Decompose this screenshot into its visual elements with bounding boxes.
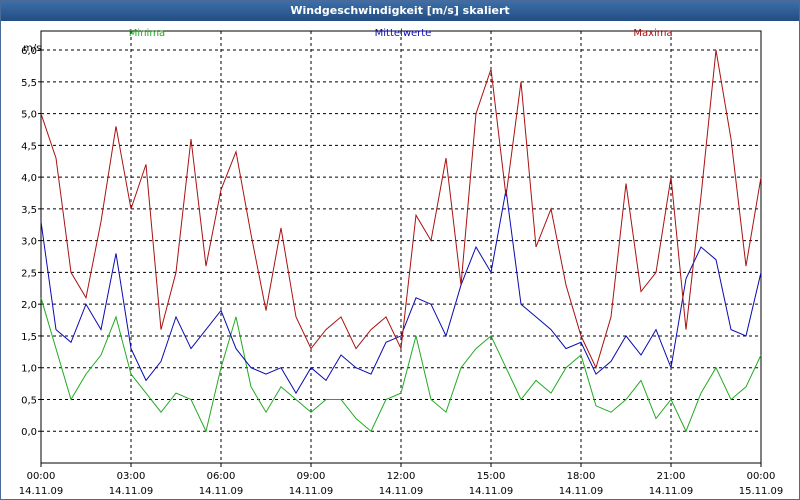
x-tick-time-label: 21:00: [657, 471, 686, 482]
series-line-maxima: [40, 50, 762, 370]
x-tick-time-label: 09:00: [297, 471, 326, 482]
series-lines: [40, 50, 762, 433]
x-tick-time-label: 06:00: [207, 471, 236, 482]
y-tick-label: 3,0: [21, 237, 37, 248]
x-tick-date-label: 14.11.09: [559, 486, 604, 497]
y-tick-label: 1,5: [21, 332, 37, 343]
x-tick-date-label: 14.11.09: [19, 486, 64, 497]
x-tick-date-label: 14.11.09: [379, 486, 424, 497]
x-tick-time-label: 18:00: [567, 471, 596, 482]
x-tick-time-label: 15:00: [477, 471, 506, 482]
y-tick-label: 2,0: [21, 300, 37, 311]
x-tick-time-label: 12:00: [387, 471, 416, 482]
y-tick-label: 4,5: [21, 141, 37, 152]
x-tick-date-label: 14.11.09: [199, 486, 244, 497]
x-axis-ticks: 00:00 14.11.09 03:00 14.11.09 06:00 14.11.09 0…: [19, 463, 784, 497]
x-tick-date-label: 14.11.09: [469, 486, 514, 497]
y-tick-label: 5,5: [21, 78, 37, 89]
window-title: Windgeschwindigkeit [m/s] skaliert: [1, 1, 799, 21]
x-tick-time-label: 00:00: [747, 471, 776, 482]
y-tick-label: 3,5: [21, 205, 37, 216]
x-tick-time-label: 00:00: [27, 471, 56, 482]
y-axis-label: m/s: [23, 43, 41, 54]
y-tick-label: 0,5: [21, 395, 37, 406]
x-tick-date-label: 14.11.09: [109, 486, 154, 497]
series-line-minima: [40, 297, 762, 433]
y-tick-label: 4,0: [21, 173, 37, 184]
series-line-mittelwerte: [40, 189, 762, 395]
legend-minima: Minima: [129, 28, 165, 39]
y-tick-label: 2,5: [21, 268, 37, 279]
y-tick-label: 1,0: [21, 364, 37, 375]
y-tick-label: 5,0: [21, 110, 37, 121]
legend-maxima: Maxima: [633, 28, 672, 39]
y-tick-label: 0,0: [21, 427, 37, 438]
x-tick-time-label: 03:00: [117, 471, 146, 482]
x-tick-date-label: 15.11.09: [739, 486, 784, 497]
legend-mittelwerte: Mittelwerte: [375, 28, 432, 39]
y-tick-label: 6,0: [21, 46, 37, 57]
x-tick-date-label: 14.11.09: [649, 486, 694, 497]
y-axis-ticks: 0,0 0,5 1,0 1,5 2,0 2,5 3,0 3,5 4,0 4,5 5,0 5,5 6,0: [21, 46, 41, 438]
x-tick-date-label: 14.11.09: [289, 486, 334, 497]
